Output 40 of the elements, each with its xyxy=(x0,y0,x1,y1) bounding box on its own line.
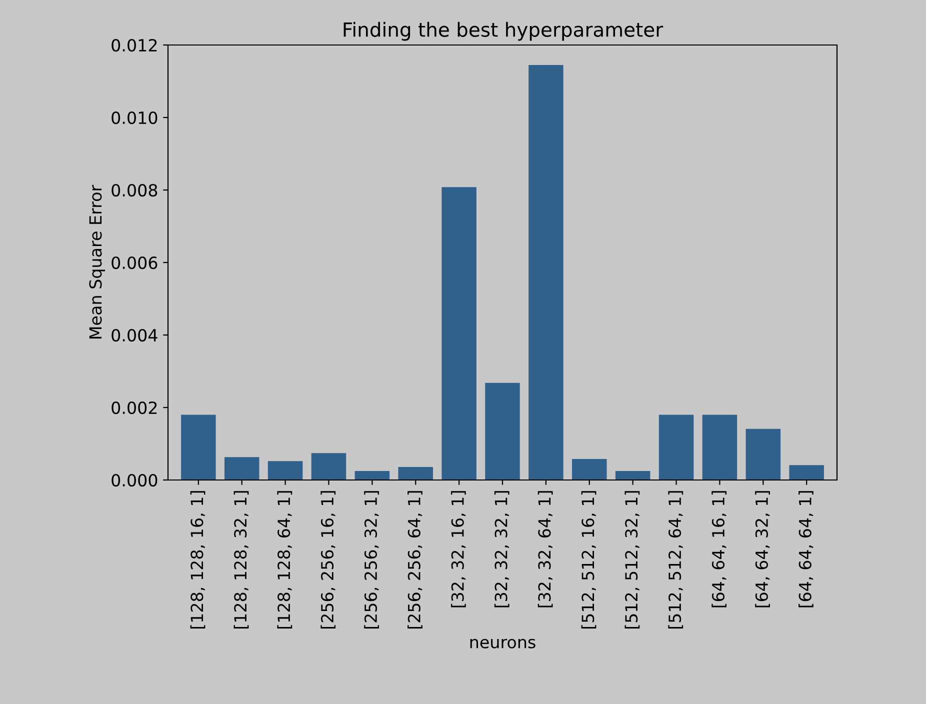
bar xyxy=(398,466,433,480)
y-axis-title: Mean Square Error xyxy=(89,184,106,339)
y-tick-label: 0.002 xyxy=(112,401,157,414)
x-tick-label: [128, 128, 64, 1] xyxy=(277,491,292,629)
bar xyxy=(658,414,694,480)
x-tick-label: [64, 64, 64, 1] xyxy=(798,491,814,608)
y-tick-label: 0.008 xyxy=(112,184,158,197)
bar xyxy=(354,470,390,480)
x-tick-label: [512, 512, 32, 1] xyxy=(624,491,640,629)
chart-title: Finding the best hyperparameter xyxy=(344,22,664,41)
y-tick-label: 0.012 xyxy=(112,38,157,52)
x-tick-label: [256, 256, 64, 1] xyxy=(408,491,422,629)
bar xyxy=(442,187,476,480)
bar xyxy=(224,457,260,480)
bar xyxy=(746,428,781,480)
bar xyxy=(528,64,564,480)
x-tick-label: [32, 32, 64, 1] xyxy=(538,491,553,608)
y-tick-label: 0.000 xyxy=(112,474,158,487)
bar xyxy=(311,453,346,480)
x-tick-label: [256, 256, 32, 1] xyxy=(364,491,379,629)
x-tick-label: [512, 512, 64, 1] xyxy=(668,491,684,629)
bar xyxy=(268,461,303,480)
x-tick-label: [32, 32, 32, 1] xyxy=(494,491,510,608)
x-tick-label: [256, 256, 16, 1] xyxy=(320,491,336,629)
y-tick-label: 0.006 xyxy=(112,256,158,270)
x-tick-label: [64, 64, 32, 1] xyxy=(755,491,770,608)
bar xyxy=(789,465,824,480)
x-tick-label: [128, 128, 32, 1] xyxy=(234,491,249,629)
x-tick-label: [512, 512, 16, 1] xyxy=(581,491,596,629)
x-tick-label: [128, 128, 16, 1] xyxy=(190,491,206,629)
x-tick-label: [64, 64, 16, 1] xyxy=(712,491,727,608)
bar xyxy=(615,470,650,480)
bar xyxy=(485,382,520,480)
bar xyxy=(572,458,607,480)
bar xyxy=(702,414,738,480)
x-axis-title: neurons xyxy=(470,638,536,648)
bar xyxy=(181,414,216,480)
y-tick-label: 0.010 xyxy=(112,111,158,124)
y-tick-label: 0.004 xyxy=(112,328,158,342)
x-tick-label: [32, 32, 16, 1] xyxy=(450,491,466,608)
